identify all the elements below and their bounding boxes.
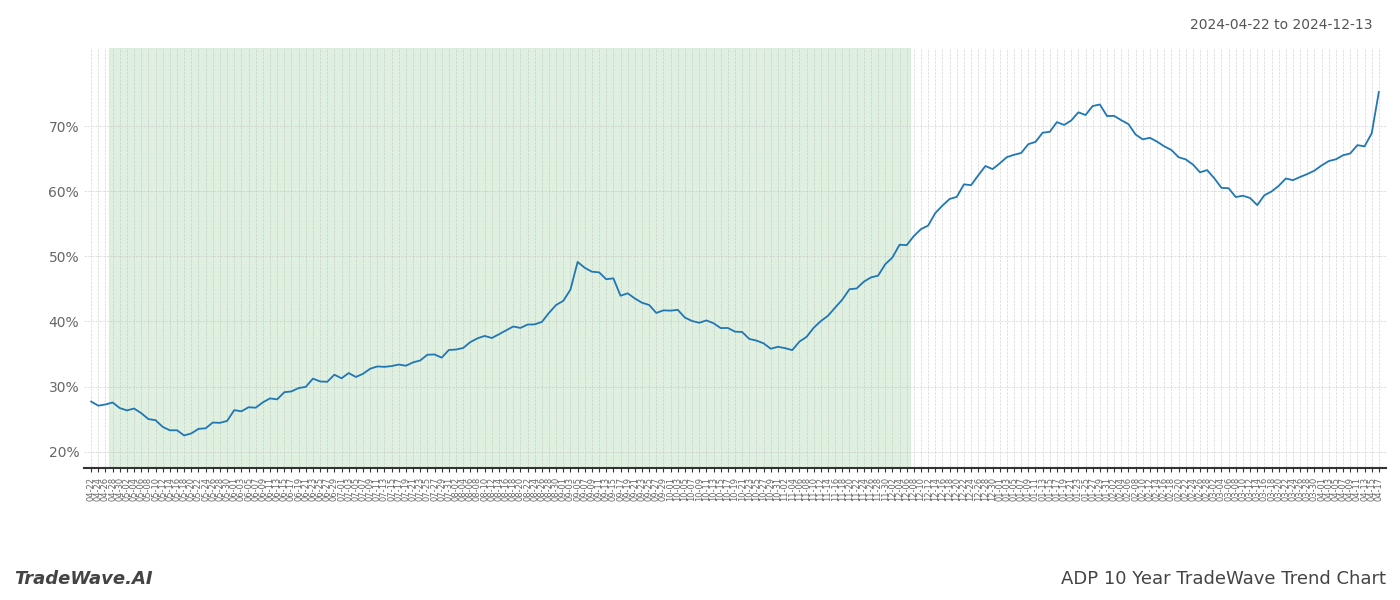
Text: 2024-04-22 to 2024-12-13: 2024-04-22 to 2024-12-13 [1190,18,1372,32]
Text: ADP 10 Year TradeWave Trend Chart: ADP 10 Year TradeWave Trend Chart [1061,570,1386,588]
Text: TradeWave.AI: TradeWave.AI [14,570,153,588]
Bar [109,48,910,468]
